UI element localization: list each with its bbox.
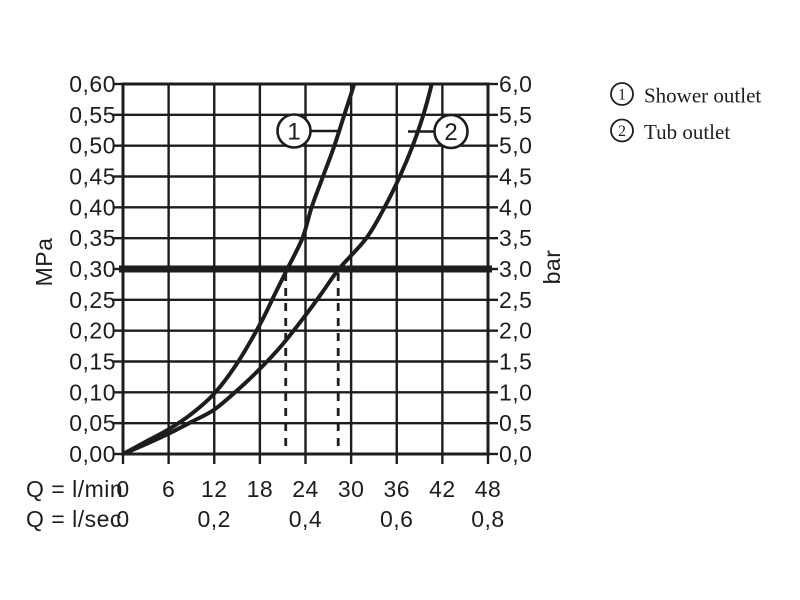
legend-item-tub-outlet: 2 Tub outlet xyxy=(610,118,730,144)
y-left-tick-label: 0,05 xyxy=(69,410,116,436)
y-left-tick-label: 0,55 xyxy=(69,102,116,128)
y-axis-left-labels: 0,60 0,55 0,50 0,45 0,40 0,35 0,30 0,25 … xyxy=(69,71,116,467)
y-left-tick-label: 0,10 xyxy=(69,379,116,405)
x-lmin-tick-label: 30 xyxy=(338,476,365,502)
y-right-tick-label: 4,5 xyxy=(499,164,532,190)
y-left-tick-label: 0,60 xyxy=(69,71,116,97)
x-axis-lmin-label: Q = l/min xyxy=(26,476,123,502)
curve-callout-1: 1 xyxy=(276,113,341,149)
y-left-tick-label: 0,15 xyxy=(69,349,116,375)
x-lsec-tick-label: 0,4 xyxy=(289,506,322,532)
y-right-tick-label: 2,5 xyxy=(499,287,532,313)
callout-2-circle xyxy=(433,113,469,150)
y-left-tick-label: 0,00 xyxy=(69,441,116,467)
x-lmin-tick-label: 12 xyxy=(201,476,228,502)
x-lsec-tick-label: 0,6 xyxy=(380,506,413,532)
legend-marker-1-circle xyxy=(610,82,634,106)
axis-tick-marks xyxy=(113,82,498,464)
y-right-unit-label: bar xyxy=(539,250,565,285)
legend: 1 Shower outlet 2 Tub outlet xyxy=(610,82,761,144)
y-right-tick-label: 5,0 xyxy=(499,133,532,159)
x-axis-lsec-label: Q = l/sec xyxy=(26,506,122,532)
x-lsec-tick-label: 0 xyxy=(116,506,129,532)
y-axis-right-labels: 6,0 5,5 5,0 4,5 4,0 3,5 3,0 2,5 2,0 1,5 … xyxy=(499,71,532,467)
legend-marker-2-digit: 2 xyxy=(618,123,626,140)
y-right-tick-label: 6,0 xyxy=(499,71,532,97)
legend-marker-2-circle xyxy=(610,118,634,143)
y-left-tick-label: 0,35 xyxy=(69,225,116,251)
y-right-tick-label: 5,5 xyxy=(499,102,532,128)
x-lsec-tick-label: 0,2 xyxy=(198,506,231,532)
x-axis-lsec-row: Q = l/sec 0 0,2 0,4 0,6 0,8 xyxy=(26,506,504,532)
y-right-tick-label: 4,0 xyxy=(499,194,532,220)
y-left-tick-label: 0,40 xyxy=(69,194,116,220)
y-left-tick-label: 0,50 xyxy=(69,133,116,159)
x-lmin-tick-label: 42 xyxy=(429,476,456,502)
curve-2-tub-outlet xyxy=(121,84,434,456)
callout-1-digit: 1 xyxy=(287,119,300,146)
legend-marker-1-digit: 1 xyxy=(618,87,626,104)
y-right-tick-label: 1,0 xyxy=(499,379,532,405)
x-axis-lmin-row: Q = l/min 0 6 12 18 24 30 36 42 48 xyxy=(26,476,501,502)
curve-callout-2: 2 xyxy=(408,113,469,150)
x-lmin-tick-label: 48 xyxy=(475,476,502,502)
y-left-tick-label: 0,20 xyxy=(69,318,116,344)
y-right-tick-label: 0,0 xyxy=(499,441,532,467)
legend-item-shower-outlet: 1 Shower outlet xyxy=(610,82,761,108)
y-left-tick-label: 0,25 xyxy=(69,287,116,313)
y-right-tick-label: 3,0 xyxy=(499,256,532,282)
curve-1-shower-outlet xyxy=(121,84,357,456)
legend-label-tub-outlet: Tub outlet xyxy=(644,120,730,144)
y-right-tick-label: 2,0 xyxy=(499,318,532,344)
x-lmin-tick-label: 0 xyxy=(116,476,129,502)
y-left-tick-label: 0,30 xyxy=(69,256,116,282)
y-right-tick-label: 0,5 xyxy=(499,410,532,436)
x-lmin-tick-label: 36 xyxy=(383,476,410,502)
callout-1-circle xyxy=(276,113,312,149)
y-right-tick-label: 1,5 xyxy=(499,349,532,375)
x-lmin-tick-label: 6 xyxy=(162,476,175,502)
callout-2-digit: 2 xyxy=(444,119,457,146)
y-left-tick-label: 0,45 xyxy=(69,164,116,190)
x-lmin-tick-label: 24 xyxy=(292,476,319,502)
y-right-tick-label: 3,5 xyxy=(499,225,532,251)
x-lmin-tick-label: 18 xyxy=(247,476,274,502)
legend-label-shower-outlet: Shower outlet xyxy=(644,84,761,108)
dashed-guide-lines xyxy=(284,273,340,454)
x-lsec-tick-label: 0,8 xyxy=(471,506,504,532)
y-left-unit-label: MPa xyxy=(31,238,57,287)
